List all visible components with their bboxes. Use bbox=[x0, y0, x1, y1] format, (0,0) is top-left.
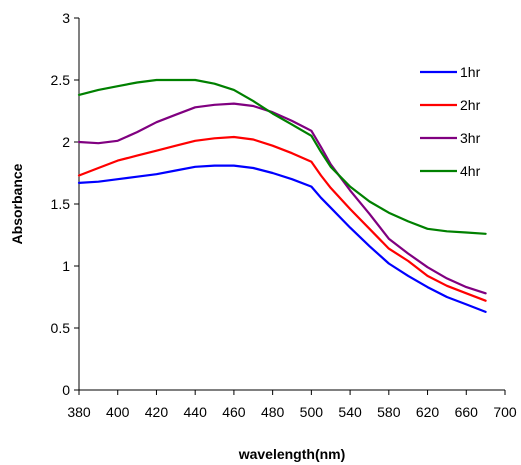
series-lines bbox=[77, 78, 487, 313]
y-axis-title: Absorbance bbox=[9, 163, 25, 244]
y-tick-label: 0 bbox=[62, 382, 70, 398]
y-tick-label: 3 bbox=[62, 10, 70, 26]
y-tick-label: 2 bbox=[62, 134, 70, 150]
y-tick-label: 2.5 bbox=[51, 72, 71, 88]
series-line-2hr bbox=[77, 135, 487, 302]
x-tick-label: 460 bbox=[222, 404, 246, 420]
legend-label-1hr: 1hr bbox=[460, 64, 481, 80]
x-tick-label: 380 bbox=[67, 404, 91, 420]
x-axis-title: wavelength(nm) bbox=[238, 446, 346, 462]
legend-label-4hr: 4hr bbox=[460, 163, 481, 179]
x-tick-label: 480 bbox=[261, 404, 285, 420]
y-tick-label: 1.5 bbox=[51, 196, 71, 212]
x-tick-label: 420 bbox=[145, 404, 169, 420]
axes: 0 0.5 1 1.5 2 2.5 3 380 400 420 440 460 480 500 540 580… bbox=[51, 10, 517, 420]
x-tick-label: 620 bbox=[416, 404, 440, 420]
series-line-1hr bbox=[77, 164, 487, 313]
x-tick-label: 540 bbox=[338, 404, 362, 420]
x-tick-label: 440 bbox=[184, 404, 208, 420]
x-tick-label: 400 bbox=[106, 404, 130, 420]
legend-label-3hr: 3hr bbox=[460, 130, 481, 146]
legend-label-2hr: 2hr bbox=[460, 97, 481, 113]
x-tick-label: 500 bbox=[300, 404, 324, 420]
x-tick-label: 580 bbox=[377, 404, 401, 420]
series-line-3hr bbox=[77, 102, 487, 295]
y-tick-label: 1 bbox=[62, 258, 70, 274]
x-tick-label: 660 bbox=[455, 404, 479, 420]
y-tick-label: 0.5 bbox=[51, 320, 71, 336]
series-line-4hr bbox=[77, 78, 487, 235]
legend: 1hr 2hr 3hr 4hr bbox=[420, 64, 481, 179]
x-tick-label: 700 bbox=[493, 404, 517, 420]
